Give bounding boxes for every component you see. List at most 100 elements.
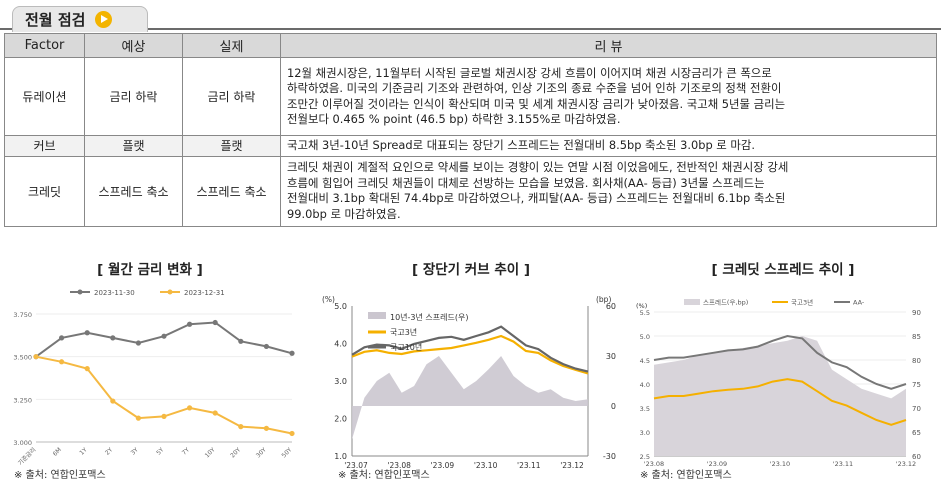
- y-tick-label: 3.250: [13, 396, 32, 404]
- legend-swatch: [684, 299, 700, 305]
- legend-label: AA-: [853, 299, 865, 307]
- data-point: [135, 415, 141, 421]
- review-line: 99.0bp 로 마감하였음.: [287, 206, 401, 221]
- data-point: [59, 335, 65, 341]
- review-line: 전월보다 0.465 % point (46.5 bp) 하락한 3.155%로…: [287, 112, 621, 126]
- play-circle-icon[interactable]: [95, 11, 113, 28]
- x-tick-label: '23.07: [344, 461, 368, 470]
- data-point: [59, 359, 65, 365]
- series-line: [351, 325, 589, 373]
- y2-tick-label: 65: [912, 429, 921, 437]
- review-table: Factor 예상 실제 리 뷰 듀레이션 금리 하락 금리 하락 12월 채권…: [4, 33, 937, 227]
- data-point: [289, 350, 295, 356]
- data-point: [33, 354, 39, 360]
- table-row: 커브 플랫 플랫 국고채 3년-10년 Spread로 대표되는 장단기 스프레…: [4, 135, 937, 157]
- y2-tick-label: 90: [912, 309, 921, 317]
- y-tick-label: 5.0: [640, 333, 650, 341]
- x-tick-label: '23.12: [560, 461, 584, 470]
- chart-title: [ 월간 금리 변화 ]: [97, 262, 203, 278]
- x-tick-label: 기준금리: [16, 446, 37, 467]
- y2-axis-unit: (bp): [596, 295, 611, 304]
- y-tick-label: 5.0: [334, 302, 347, 311]
- chart-source: ※ 출처: 연합인포맥스: [640, 470, 732, 481]
- factor-cell: 커브: [4, 135, 85, 157]
- review-line: 전월대비 3.1bp 확대된 74.4bp로 마감하였으나, 캐피탈(AA- 등…: [287, 191, 786, 205]
- data-point: [84, 330, 90, 336]
- legend-label: 국고3년: [791, 298, 813, 307]
- legend-marker: [167, 289, 173, 295]
- x-tick-label: 20Y: [229, 446, 242, 459]
- review-line: 하락하였음. 미국의 기준금리 기조와 관련하여, 인상 기조의 종료 수준을 …: [287, 81, 782, 95]
- data-point: [187, 321, 193, 327]
- legend-label: 국고10년: [390, 342, 422, 352]
- table-header-row: Factor 예상 실제 리 뷰: [4, 33, 937, 58]
- data-point: [110, 335, 116, 341]
- y2-tick-label: 85: [912, 333, 921, 341]
- series-line: [35, 355, 293, 435]
- y2-tick-label: 30: [606, 352, 616, 361]
- x-tick-label: '23.10: [770, 460, 790, 468]
- data-point: [187, 405, 193, 411]
- factor-cell: 크레딧: [4, 155, 85, 227]
- expected-cell: 금리 하락: [84, 57, 183, 136]
- y-tick-label: 3.000: [13, 439, 32, 447]
- x-tick-label: 30Y: [255, 446, 268, 459]
- review-cell: 국고채 3년-10년 Spread로 대표되는 장단기 스프레드는 전월대비 8…: [280, 135, 937, 157]
- header-factor: Factor: [4, 33, 85, 58]
- data-point: [161, 413, 167, 419]
- data-point: [212, 319, 218, 326]
- legend-label: 2023-11-30: [94, 289, 135, 297]
- data-point: [289, 430, 295, 437]
- section-header: 전월 점검: [0, 0, 941, 32]
- section-title: 전월 점검: [25, 11, 86, 29]
- y2-tick-label: 60: [606, 302, 616, 311]
- y-axis-unit: (%): [322, 295, 335, 304]
- review-line: 흐름에 힘입어 크레딧 채권들이 대체로 선방하는 모습을 보였음. 회사채(A…: [287, 175, 765, 190]
- data-point: [161, 333, 167, 339]
- y-tick-label: 3.5: [640, 405, 650, 413]
- review-line: 크레딧 채권이 계절적 요인으로 약세를 보이는 경향이 있는 연말 시점 이었…: [287, 160, 789, 174]
- y2-tick-label: 80: [912, 357, 921, 365]
- x-tick-label: 3Y: [130, 446, 140, 456]
- monthly-rate-svg: 2023-11-30 2023-12-31 3.750 3.500 3.250 3.000…: [13, 289, 295, 467]
- y-tick-label: 2.0: [334, 415, 347, 424]
- x-tick-label: 6M: [52, 446, 63, 457]
- y-tick-label: 4.5: [640, 357, 650, 365]
- legend-label: 2023-12-31: [184, 289, 225, 297]
- review-line: 12월 채권시장은, 11월부터 시작된 글로벌 채권시장 강세 흐름이 이어지…: [287, 65, 772, 80]
- x-tick-label: '23.10: [474, 461, 498, 470]
- y-tick-label: 5.5: [640, 309, 650, 317]
- expected-cell: 플랫: [84, 135, 183, 157]
- review-line: 조만간 이루어질 것이라는 인식이 확산되며 미국 및 세계 채권시장 금리가 …: [287, 96, 786, 111]
- expected-cell: 스프레드 축소: [84, 155, 183, 227]
- x-tick-label: '23.12: [896, 460, 916, 468]
- y-tick-label: 3.500: [13, 354, 32, 362]
- curve-trend-svg: (%) (bp) 5.0 4.0 3.0 2.0 1.0 60 30 0 -30 '23.07 '23.…: [322, 295, 616, 470]
- x-tick-label: '23.08: [644, 460, 664, 468]
- y-tick-label: 4.0: [640, 381, 650, 389]
- data-point: [263, 343, 269, 350]
- x-tick-label: 50Y: [280, 446, 293, 459]
- y-axis-unit: (%): [636, 302, 647, 310]
- review-line: 국고채 3년-10년 Spread로 대표되는 장단기 스프레드는 전월대비 8…: [287, 138, 755, 152]
- y-tick-label: 3.0: [640, 429, 650, 437]
- x-tick-label: '23.11: [833, 460, 853, 468]
- actual-cell: 스프레드 축소: [182, 155, 281, 227]
- data-point: [263, 425, 269, 431]
- x-tick-label: '23.09: [707, 460, 727, 468]
- factor-cell: 듀레이션: [4, 57, 85, 136]
- x-tick-label: 7Y: [181, 446, 191, 456]
- section-tab[interactable]: 전월 점검: [12, 6, 148, 32]
- y-tick-label: 3.0: [334, 377, 347, 386]
- y-tick-label: 2.5: [640, 453, 650, 461]
- x-tick-label: 5Y: [155, 446, 165, 456]
- x-tick-label: 1Y: [78, 446, 88, 456]
- x-tick-label: 2Y: [104, 446, 114, 456]
- review-cell: 크레딧 채권이 계절적 요인으로 약세를 보이는 경향이 있는 연말 시점 이었…: [280, 155, 937, 227]
- data-point: [238, 424, 244, 430]
- x-tick-label: '23.08: [387, 461, 411, 470]
- chart-source: ※ 출처: 연합인포맥스: [338, 470, 430, 481]
- y2-tick-label: 60: [912, 453, 921, 461]
- chart-title: [ 크레딧 스프레드 추이 ]: [711, 262, 855, 278]
- y-tick-label: 3.750: [13, 311, 32, 319]
